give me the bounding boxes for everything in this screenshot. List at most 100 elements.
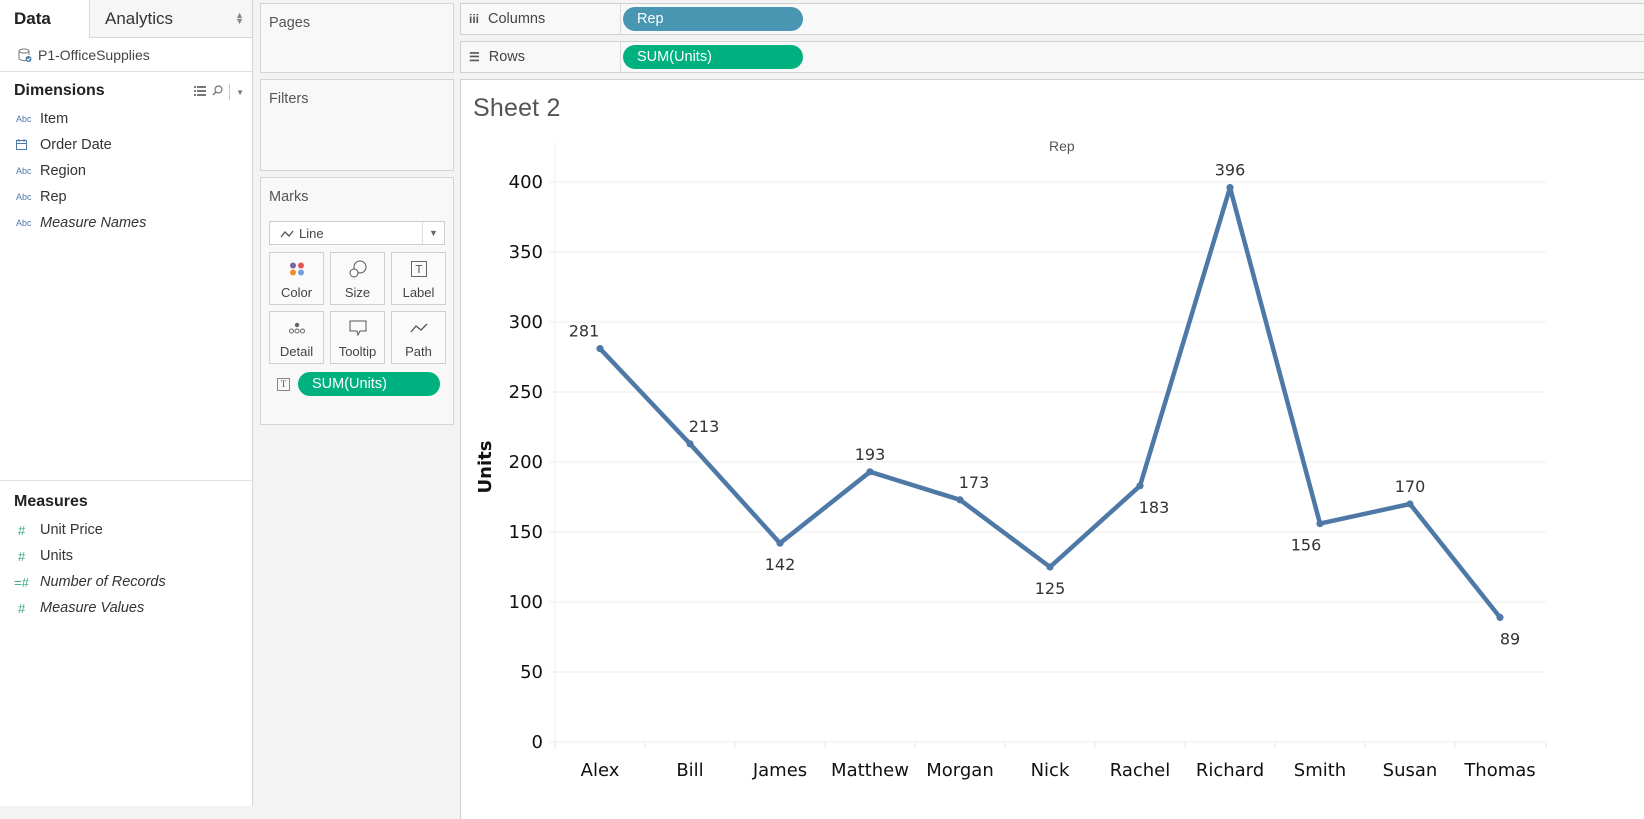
pages-card[interactable]: Pages [260,3,454,73]
field-measure-values[interactable]: # Measure Values [0,595,253,621]
data-point [1316,520,1324,528]
detail-button[interactable]: Detail [269,311,324,364]
svg-text:T: T [414,263,422,276]
rows-icon: ☰ [469,50,480,64]
datasource-name: P1-OfficeSupplies [38,46,150,63]
data-pane: Data Analytics ▲ ▼ P1-OfficeSupplies Dime… [0,0,253,806]
data-label: 213 [689,417,720,436]
worksheet-view: Sheet 2 Rep 0 50 100 150 200 250 300 350 400 Unit… [460,79,1644,819]
measures-header: Measures [0,487,253,517]
tooltip-button[interactable]: Tooltip [330,311,385,364]
x-tick-label: Thomas [1463,760,1535,781]
tab-analytics[interactable]: Analytics ▲ ▼ [89,0,252,38]
field-rep[interactable]: Abc Rep [0,184,252,210]
y-tick-label: 350 [509,242,543,263]
sheet-title[interactable]: Sheet 2 [473,94,561,122]
label-button[interactable]: T Label [391,252,446,305]
field-label: Measure Names [40,215,147,231]
rep-pill[interactable]: Rep [623,7,803,31]
color-label: Color [280,285,313,300]
columns-shelf-label: iii Columns [461,4,621,34]
calculated-number-icon: =# [14,574,29,590]
x-tick-label: Smith [1294,760,1346,781]
tab-data[interactable]: Data [0,0,89,38]
field-label: Unit Price [40,522,103,538]
string-type-icon: Abc [16,192,32,202]
data-label: 125 [1035,579,1066,598]
data-label: 89 [1500,629,1520,648]
y-tick-label: 250 [509,382,543,403]
data-label: 173 [959,473,990,492]
filters-card[interactable]: Filters [260,79,454,171]
marks-card: Marks Line ▼ Color Size T Label Detail [260,177,454,425]
field-item[interactable]: Abc Item [0,106,252,132]
y-tick-label: 50 [520,662,543,683]
text-label-icon: T [410,257,427,281]
data-label: 156 [1291,536,1322,555]
mark-type-label: Line [299,225,324,241]
y-tick-label: 200 [509,452,543,473]
field-label: Region [40,163,86,179]
tooltip-icon [349,316,367,340]
data-point [1136,482,1144,490]
columns-shelf[interactable]: iii Columns Rep [460,3,1644,35]
data-point [686,440,694,448]
chevron-down-icon: ▼ [422,222,444,244]
marks-title: Marks [269,189,309,205]
mark-type-dropdown[interactable]: Line ▼ [269,221,445,245]
size-icon [349,257,367,281]
color-icon [289,257,305,281]
path-button[interactable]: Path [391,311,446,364]
field-unit-price[interactable]: # Unit Price [0,517,253,543]
field-label: Rep [40,189,67,205]
sum-units-pill[interactable]: SUM(Units) [623,45,803,69]
filters-title: Filters [269,91,309,107]
x-tick-label: Alex [581,760,620,781]
detail-label: Detail [279,344,314,359]
data-point [1406,500,1414,508]
rows-shelf-label: ☰ Rows [461,42,621,72]
x-tick-label: Bill [676,760,703,781]
x-tick-label: Morgan [926,760,994,781]
measures-title: Measures [14,493,88,510]
field-region[interactable]: Abc Region [0,158,252,184]
dropdown-arrow-icon[interactable]: ▼ [236,87,244,97]
y-tick-label: 150 [509,522,543,543]
field-measure-names[interactable]: Abc Measure Names [0,210,252,236]
field-units[interactable]: # Units [0,543,253,569]
field-order-date[interactable]: Order Date [0,132,252,158]
number-type-icon: # [18,600,26,616]
rows-shelf[interactable]: ☰ Rows SUM(Units) [460,41,1644,73]
search-icon[interactable] [212,85,223,99]
dimensions-header: Dimensions ▼ [0,76,252,106]
column-header-rep[interactable]: Rep [1049,138,1075,154]
data-label: 396 [1215,161,1246,180]
database-icon [18,48,32,62]
data-point [1496,613,1504,622]
x-tick-label: Matthew [831,760,909,781]
updown-icon: ▲ ▼ [235,10,244,26]
datasource-item[interactable]: P1-OfficeSupplies [0,38,252,72]
pages-title: Pages [269,15,311,31]
path-icon [410,316,428,340]
line-chart[interactable]: 0 50 100 150 200 250 300 350 400 Units Alex Bill Jam… [461,80,1644,807]
marks-field-row: T SUM(Units) [269,372,440,396]
x-tick-label: Nick [1031,760,1070,781]
color-button[interactable]: Color [269,252,324,305]
data-point [1046,563,1054,571]
x-tick-label: Richard [1196,760,1264,781]
y-tick-label: 300 [509,312,543,333]
size-button[interactable]: Size [330,252,385,305]
marks-sum-units-pill[interactable]: SUM(Units) [298,372,440,396]
data-point [776,539,784,547]
measures-section: Measures # Unit Price # Units =# Number … [0,480,253,621]
field-label: Number of Records [40,574,166,590]
data-label: 170 [1395,477,1426,496]
field-label: Item [40,111,69,127]
data-point [956,496,964,504]
x-tick-label: Rachel [1110,760,1171,781]
data-point [1226,184,1234,192]
field-number-of-records[interactable]: =# Number of Records [0,569,253,595]
view-list-icon[interactable] [194,85,207,99]
rows-label: Rows [488,49,526,65]
